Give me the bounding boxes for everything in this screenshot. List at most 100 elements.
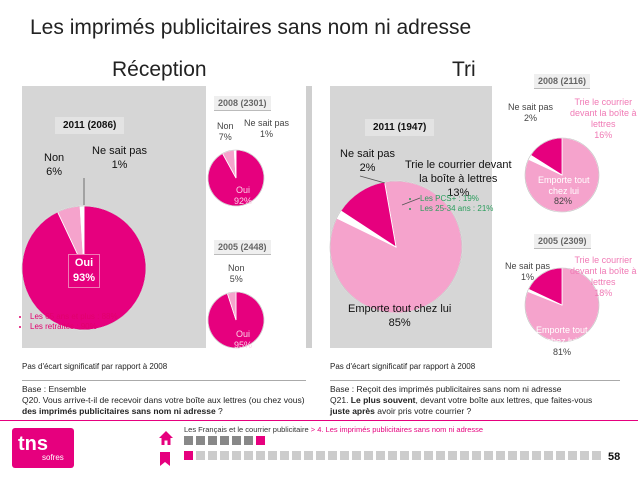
- base-line: Q21. Le plus souvent, devant votre boîte…: [330, 395, 593, 405]
- section-heading-tri: Tri: [452, 58, 476, 81]
- label-nsp-tri-2005: Ne sait pas 1%: [505, 261, 551, 282]
- nav-square[interactable]: [196, 451, 205, 460]
- nav-square[interactable]: [400, 451, 409, 460]
- label-oui-2011: Oui 93%: [68, 254, 101, 288]
- nav-square[interactable]: [256, 451, 265, 460]
- nav-square[interactable]: [244, 451, 253, 460]
- nav-square[interactable]: [256, 436, 265, 445]
- nav-square[interactable]: [316, 451, 325, 460]
- nav-square[interactable]: [280, 451, 289, 460]
- nav-square[interactable]: [196, 436, 205, 445]
- nav-square[interactable]: [340, 451, 349, 460]
- nav-square[interactable]: [592, 451, 601, 460]
- section-divider: [306, 86, 312, 348]
- pie-outline: [207, 291, 265, 349]
- nav-square[interactable]: [436, 451, 445, 460]
- label-trie-tri-2011: Trie le courrier devant la boîte à lettre…: [405, 159, 512, 199]
- base-line: Base : Reçoit des imprimés publicitaires…: [330, 384, 562, 394]
- chapter-navigation[interactable]: [184, 436, 324, 445]
- nav-square[interactable]: [220, 436, 229, 445]
- label-emporte-value-tri-2005: 81%: [553, 347, 572, 357]
- nav-square[interactable]: [460, 451, 469, 460]
- nav-square[interactable]: [352, 451, 361, 460]
- nav-square[interactable]: [544, 451, 553, 460]
- logo-text: tns: [18, 433, 48, 455]
- label-emporte-tri-2005: Emporte tout chez lui: [536, 325, 588, 346]
- nav-square[interactable]: [232, 436, 241, 445]
- nav-square[interactable]: [520, 451, 529, 460]
- nav-square[interactable]: [424, 451, 433, 460]
- footer-rule: [0, 420, 638, 421]
- label-oui-2005: Oui 95%: [234, 329, 253, 350]
- label-nsp-tri-2011: Ne sait pas 2%: [340, 148, 396, 174]
- year-tag-tri-2011: 2011 (1947): [365, 119, 435, 136]
- base-line: Q20. Vous arrive-t-il de recevoir dans v…: [22, 395, 305, 405]
- nav-square[interactable]: [568, 451, 577, 460]
- label-non-2005: Non 5%: [228, 263, 245, 284]
- base-box-tri: Base : Reçoit des imprimés publicitaires…: [330, 380, 620, 417]
- nav-square[interactable]: [376, 451, 385, 460]
- pie-outline: [21, 205, 147, 331]
- nav-square[interactable]: [448, 451, 457, 460]
- nav-square[interactable]: [304, 451, 313, 460]
- nav-square[interactable]: [184, 451, 193, 460]
- label-nsp-2008: Ne sait pas 1%: [244, 118, 290, 139]
- nav-square[interactable]: [532, 451, 541, 460]
- breadcrumb-separator: >: [308, 425, 318, 434]
- label-emporte-tri-2011: Emporte tout chez lui 85%: [348, 303, 452, 329]
- label-non-2008: Non 7%: [217, 121, 234, 142]
- label-non-2011: Non 6%: [44, 152, 65, 178]
- nav-square[interactable]: [232, 451, 241, 460]
- label-trie-tri-2005: Trie le courrier devant la boîte à lettres…: [570, 255, 637, 298]
- base-line: des imprimés publicitaires sans nom ni a…: [22, 406, 223, 416]
- nav-square[interactable]: [364, 451, 373, 460]
- section-heading-reception: Réception: [112, 58, 207, 81]
- label-emporte-value-tri-2008: 82%: [554, 196, 573, 206]
- label-nsp-2011: Ne sait pas 1%: [92, 145, 148, 171]
- breadcrumb-current[interactable]: 4. Les imprimés publicitaires sans nom n…: [317, 425, 484, 434]
- reception-bullets: Les 65 ans et plus : 88% Les retraités :…: [20, 312, 118, 332]
- nav-square[interactable]: [184, 436, 193, 445]
- nav-square[interactable]: [508, 451, 517, 460]
- leader-line-nsp-tri: [359, 175, 386, 184]
- nav-square[interactable]: [268, 451, 277, 460]
- base-line: juste après avoir pris votre courrier ?: [330, 406, 472, 416]
- nav-square[interactable]: [472, 451, 481, 460]
- note-tri: Pas d'écart significatif par rapport à 2…: [330, 362, 476, 371]
- home-icon[interactable]: [158, 430, 174, 446]
- nav-square[interactable]: [244, 436, 253, 445]
- nav-square[interactable]: [388, 451, 397, 460]
- nav-square[interactable]: [484, 451, 493, 460]
- nav-square[interactable]: [496, 451, 505, 460]
- reception-bullet: Les retraités : 90%: [30, 322, 118, 332]
- reception-bullet: Les 65 ans et plus : 88%: [30, 312, 118, 322]
- label-oui-2008: Oui 92%: [234, 185, 253, 206]
- pie-outline: [207, 149, 265, 207]
- nav-square[interactable]: [412, 451, 421, 460]
- tns-sofres-logo: [12, 428, 74, 468]
- nav-square[interactable]: [328, 451, 337, 460]
- page-navigation[interactable]: [184, 451, 624, 460]
- nav-square[interactable]: [556, 451, 565, 460]
- year-tag-reception-2005: 2005 (2448): [214, 240, 271, 255]
- bookmark-icon[interactable]: [158, 451, 172, 467]
- nav-square[interactable]: [580, 451, 589, 460]
- nav-square[interactable]: [208, 451, 217, 460]
- label-emporte-tri-2008: Emporte tout chez lui: [538, 175, 590, 196]
- logo-subtext: sofres: [42, 453, 64, 462]
- breadcrumb-root[interactable]: Les Français et le courrier publicitaire: [184, 425, 309, 434]
- nav-square[interactable]: [292, 451, 301, 460]
- tri-bullet: Les PCS+ : 19%: [420, 194, 493, 204]
- tri-bullet: Les 25-34 ans : 21%: [420, 204, 493, 214]
- breadcrumb[interactable]: Les Français et le courrier publicitaire…: [184, 425, 483, 434]
- base-line: Base : Ensemble: [22, 384, 87, 394]
- nav-square[interactable]: [220, 451, 229, 460]
- page-number: 58: [608, 451, 621, 463]
- nav-square[interactable]: [208, 436, 217, 445]
